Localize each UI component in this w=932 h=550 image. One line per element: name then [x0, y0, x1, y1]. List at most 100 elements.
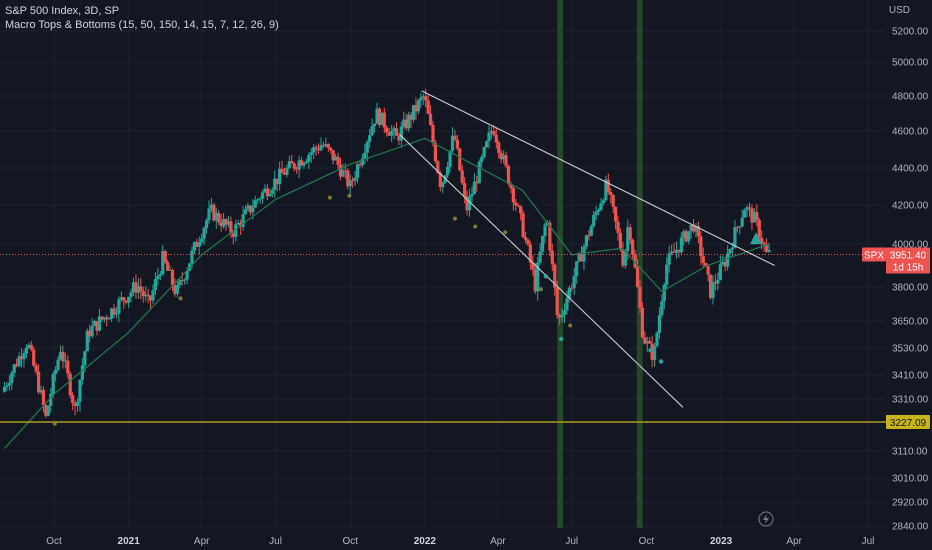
candle-up [745, 207, 749, 211]
time-left-text: 1d 15h [893, 262, 924, 273]
candle-up [657, 315, 662, 334]
candle-down [146, 294, 150, 296]
candle-up [380, 112, 384, 125]
candle-up [241, 214, 245, 227]
candle-up [214, 212, 218, 221]
candle-down [747, 207, 752, 209]
candle-down [195, 242, 199, 247]
candle-down [275, 178, 279, 185]
y-tick-label: 3800.00 [892, 283, 929, 294]
candle-up [416, 100, 420, 112]
candle-up [421, 96, 425, 98]
candle-up [655, 333, 659, 346]
candle-down [438, 172, 442, 188]
candle-up [733, 227, 737, 248]
candle-up [674, 249, 679, 253]
candle-down [163, 251, 167, 263]
candle-up [7, 383, 11, 386]
candle-down [614, 206, 618, 222]
candle-down [229, 221, 233, 234]
candle-down [426, 100, 430, 114]
candle-down [41, 389, 46, 406]
lightning-icon [758, 511, 774, 527]
candle-up [287, 161, 291, 168]
candle-up [63, 360, 67, 362]
candle-up [402, 119, 406, 127]
signal-dot-olive [568, 323, 573, 328]
candle-up [183, 279, 187, 281]
candle-up [209, 204, 214, 209]
candle-up [17, 356, 21, 366]
candle-up [390, 131, 394, 136]
candle-up [477, 161, 481, 184]
candle-up [153, 279, 158, 291]
candle-down [343, 170, 347, 172]
candle-down [404, 119, 408, 129]
candle-down [628, 227, 632, 240]
candle-down [465, 196, 469, 211]
candle-up [662, 284, 666, 302]
signal-dot-olive [327, 195, 332, 200]
y-tick-label: 4600.00 [892, 127, 929, 138]
candle-down [219, 222, 223, 227]
candle-up [273, 178, 277, 191]
candle-up [670, 251, 674, 254]
candle-down [15, 364, 19, 366]
candle-down [29, 344, 33, 350]
candle-down [436, 161, 440, 173]
candle-down [550, 250, 554, 265]
triangle-signal-icon [750, 232, 763, 245]
candle-down [570, 287, 574, 289]
candle-down [148, 295, 153, 301]
indicator-title: Macro Tops & Bottoms (15, 50, 150, 14, 1… [5, 19, 279, 31]
candle-up [312, 147, 316, 153]
signal-dot-olive [538, 287, 543, 292]
candle-up [738, 226, 742, 228]
candle-up [716, 279, 720, 284]
candle-up [353, 177, 357, 181]
candle-up [253, 200, 257, 208]
candle-down [521, 213, 525, 238]
signal-dot-teal [658, 359, 664, 364]
y-tick-label: 2920.00 [892, 498, 929, 509]
candle-down [100, 316, 104, 320]
signal-dot-olive [347, 193, 352, 198]
candle-up [226, 221, 231, 225]
candle-down [475, 181, 479, 184]
candle-up [604, 179, 608, 201]
candle-down [265, 188, 270, 197]
candle-up [151, 290, 155, 301]
candle-up [470, 194, 474, 197]
candle-up [718, 264, 722, 280]
candle-up [190, 250, 194, 264]
candle-down [760, 237, 764, 243]
candle-down [463, 183, 467, 197]
candle-up [207, 208, 211, 221]
candle-up [256, 199, 260, 201]
candle-up [536, 262, 540, 292]
candle-down [735, 227, 739, 229]
candle-down [19, 356, 24, 360]
candle-down [677, 249, 681, 253]
candle-up [309, 152, 313, 155]
candle-up [185, 270, 189, 280]
candle-up [117, 299, 121, 314]
candle-down [548, 222, 552, 251]
x-tick-label: Oct [46, 536, 62, 547]
x-tick-label: 2021 [118, 536, 141, 547]
candle-down [105, 317, 109, 320]
candle-up [728, 249, 732, 254]
candle-up [97, 316, 102, 331]
candle-up [268, 193, 272, 197]
signal-dot-olive [452, 216, 457, 221]
candle-up [372, 123, 377, 127]
candle-up [110, 308, 114, 319]
candle-up [341, 170, 345, 177]
candle-down [460, 170, 464, 184]
candle-up [667, 253, 671, 265]
candle-up [236, 222, 240, 225]
candle-up [584, 235, 588, 247]
candle-up [178, 280, 182, 286]
candle-down [494, 134, 498, 143]
